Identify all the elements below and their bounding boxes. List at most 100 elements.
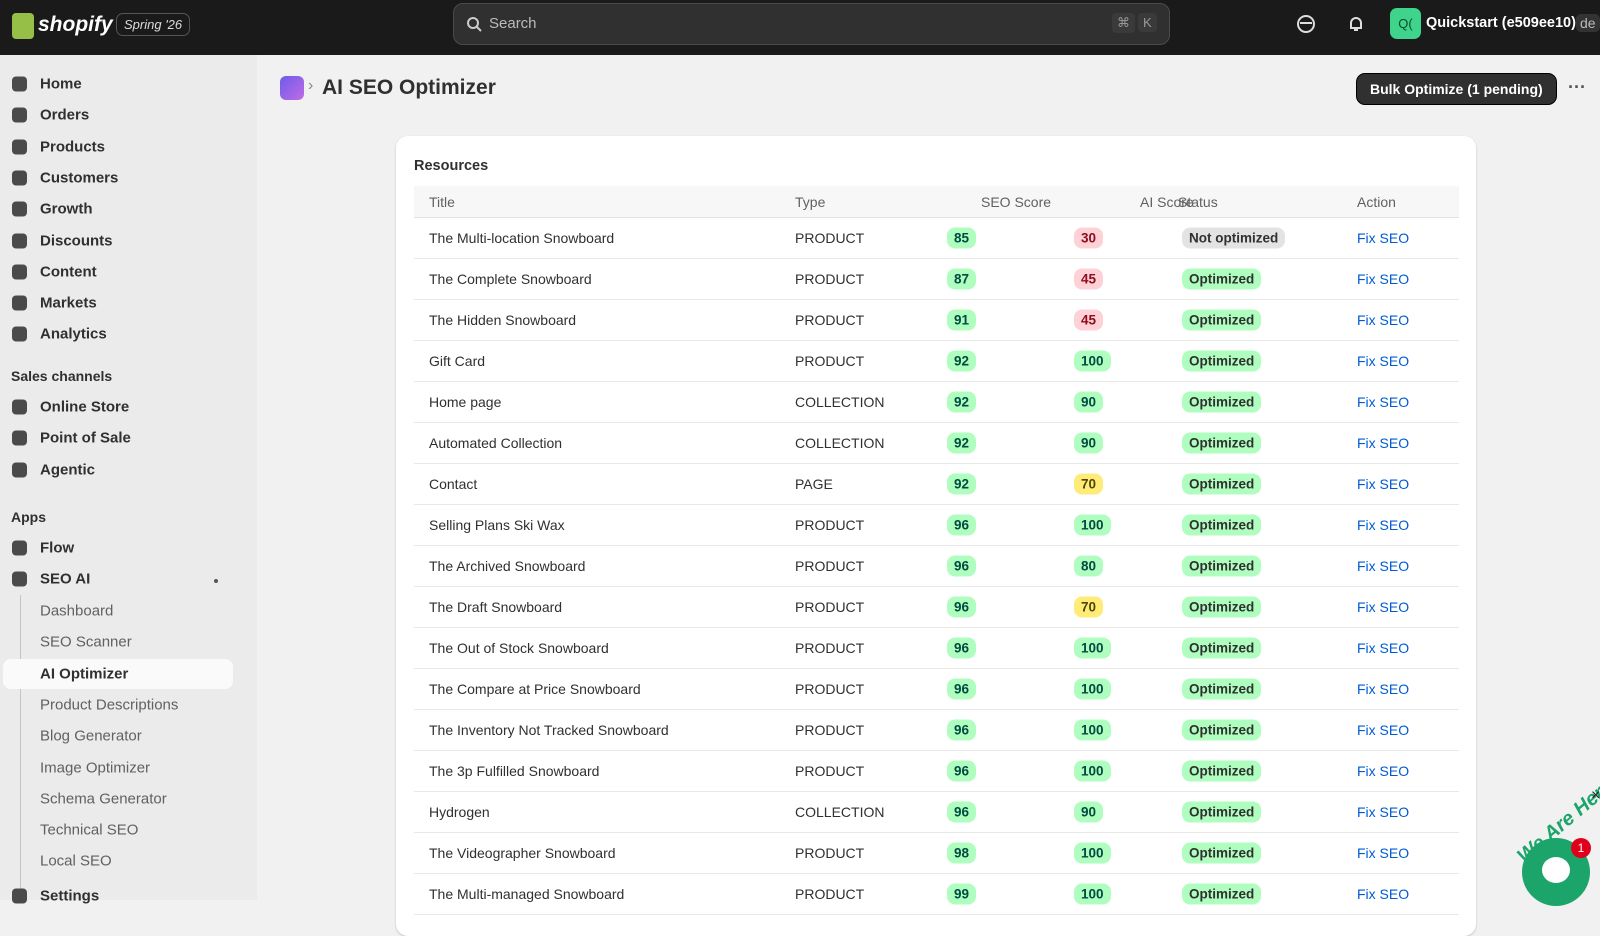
column-header: Title [429,194,455,210]
fix-seo-link[interactable]: Fix SEO [1357,517,1410,533]
more-actions[interactable]: ··· [1568,77,1586,97]
sidebar: Home Orders Products Customers Growth Discoun… [0,55,257,905]
seo-score-badge: 96 [947,678,977,700]
row-divider [414,504,1459,505]
seo-score-badge: 92 [947,473,977,495]
bell-icon[interactable] [1346,14,1366,34]
fix-seo-link[interactable]: Fix SEO [1357,476,1410,492]
store-avatar[interactable]: Q( [1390,8,1421,39]
resource-type: PAGE [795,476,833,492]
page-title: AI SEO Optimizer [322,76,496,99]
nav-item[interactable]: Analytics [40,325,107,343]
resource-title: The Inventory Not Tracked Snowboard [429,722,669,738]
chat-widget[interactable]: We Are Here! 1 [1476,771,1600,908]
nav-subitem[interactable]: Schema Generator [40,790,167,808]
resource-type: PRODUCT [795,599,865,615]
nav-subitem[interactable]: Blog Generator [40,727,142,745]
search-box[interactable]: Search ⌘ K [453,3,1170,45]
fix-seo-link[interactable]: Fix SEO [1357,845,1410,861]
nav-subitem[interactable]: Technical SEO [40,821,139,839]
ai-score-badge: 100 [1074,514,1111,536]
resource-type: PRODUCT [795,763,865,779]
ai-score-badge: 45 [1074,309,1104,331]
fix-seo-link[interactable]: Fix SEO [1357,230,1410,246]
column-header: SEO Score [981,194,1052,210]
fix-seo-link[interactable]: Fix SEO [1357,435,1410,451]
nav-item[interactable]: Content [40,263,97,281]
nav-item[interactable]: Agentic [40,461,96,479]
nav-item[interactable]: Discounts [40,232,113,249]
resource-title: The Archived Snowboard [429,558,586,574]
ai-score-badge: 90 [1074,801,1104,823]
fix-seo-link[interactable]: Fix SEO [1357,804,1410,820]
row-divider [414,258,1459,259]
row-divider [414,299,1459,300]
nav-item[interactable]: Markets [40,294,97,312]
nav-item[interactable]: Growth [40,200,93,218]
nav-item[interactable]: Products [40,138,106,156]
nav-item[interactable]: Home [40,75,82,93]
section-title[interactable]: Sales channels [11,368,113,384]
nav-item[interactable]: Customers [40,169,119,187]
nav-item[interactable]: Settings [40,887,100,905]
fix-seo-link[interactable]: Fix SEO [1357,681,1410,697]
status-badge: Optimized [1182,596,1262,618]
ai-score-badge: 70 [1074,596,1104,618]
seo-score-badge: 92 [947,391,977,413]
chat-unread-badge: 1 [1571,838,1591,858]
nav-icon [12,462,27,478]
ai-score-badge: 100 [1074,350,1111,372]
bulk-optimize-button[interactable]: Bulk Optimize (1 pending) [1356,73,1557,105]
fix-seo-link[interactable]: Fix SEO [1357,886,1410,902]
store-overflow: de [1576,14,1600,32]
nav-item[interactable]: Online Store [40,398,130,416]
status-badge: Optimized [1182,801,1262,823]
row-divider [414,873,1459,874]
seo-score-badge: 98 [947,842,977,864]
sidekick-icon[interactable] [1296,14,1316,34]
row-divider [414,832,1459,833]
row-divider [414,750,1459,751]
chat-close[interactable]: × [1591,787,1600,804]
nav-icon [12,170,27,186]
status-badge: Optimized [1182,883,1262,905]
nav-subitem[interactable]: SEO Scanner [40,633,132,651]
fix-seo-link[interactable]: Fix SEO [1357,599,1410,615]
ai-score-badge: 100 [1074,637,1111,659]
nav-subitem[interactable]: Dashboard [40,602,114,620]
active-item-bg [3,658,233,689]
status-badge: Optimized [1182,309,1262,331]
nav-item[interactable]: Point of Sale [40,429,131,447]
row-divider [414,422,1459,423]
resource-type: PRODUCT [795,640,865,656]
chat-bubble-icon [1542,857,1570,883]
nav-subitem[interactable]: Local SEO [40,852,112,870]
section-title[interactable]: Apps [11,509,46,525]
nav-icon [12,107,27,123]
fix-seo-link[interactable]: Fix SEO [1357,640,1410,656]
nav-item[interactable]: SEO AI [40,570,91,588]
row-divider [414,627,1459,628]
resource-type: COLLECTION [795,394,885,410]
fix-seo-link[interactable]: Fix SEO [1357,558,1410,574]
nav-subitem[interactable]: Image Optimizer [40,759,151,776]
ai-score-badge: 80 [1074,555,1104,577]
row-divider [414,791,1459,792]
fix-seo-link[interactable]: Fix SEO [1357,722,1410,738]
seo-score-badge: 91 [947,309,977,331]
nav-subitem[interactable]: AI Optimizer [40,665,129,683]
nav-subitem[interactable]: Product Descriptions [40,696,179,714]
fix-seo-link[interactable]: Fix SEO [1357,394,1410,410]
fix-seo-link[interactable]: Fix SEO [1357,312,1410,328]
fix-seo-link[interactable]: Fix SEO [1357,763,1410,779]
ai-score-badge: 100 [1074,842,1111,864]
store-name[interactable]: Quickstart (e509ee10) [1426,15,1576,31]
fix-seo-link[interactable]: Fix SEO [1357,271,1410,287]
status-badge: Optimized [1182,842,1262,864]
resource-type: PRODUCT [795,517,865,533]
logo[interactable]: shopify [38,13,113,36]
nav-item[interactable]: Flow [40,539,75,557]
fix-seo-link[interactable]: Fix SEO [1357,353,1410,369]
nav-item[interactable]: Orders [40,106,90,124]
resources-card: Resources Title Type SEO Score AI Score Stat… [396,136,1476,936]
